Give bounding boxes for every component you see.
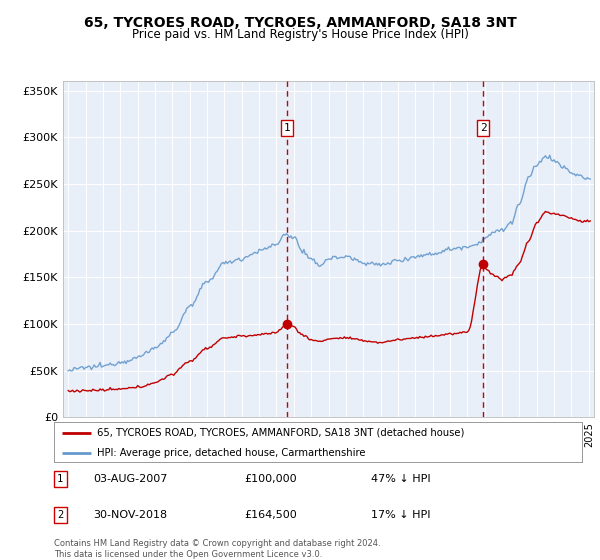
Text: 03-AUG-2007: 03-AUG-2007 (94, 474, 168, 484)
Text: Contains HM Land Registry data © Crown copyright and database right 2024.
This d: Contains HM Land Registry data © Crown c… (54, 539, 380, 559)
Text: 1: 1 (283, 123, 290, 133)
Text: HPI: Average price, detached house, Carmarthenshire: HPI: Average price, detached house, Carm… (97, 448, 366, 458)
Text: 30-NOV-2018: 30-NOV-2018 (94, 510, 168, 520)
Text: 17% ↓ HPI: 17% ↓ HPI (371, 510, 430, 520)
Text: 47% ↓ HPI: 47% ↓ HPI (371, 474, 430, 484)
Text: 2: 2 (57, 510, 64, 520)
Text: 65, TYCROES ROAD, TYCROES, AMMANFORD, SA18 3NT: 65, TYCROES ROAD, TYCROES, AMMANFORD, SA… (83, 16, 517, 30)
Text: 2: 2 (480, 123, 487, 133)
Text: 1: 1 (57, 474, 64, 484)
Text: £164,500: £164,500 (244, 510, 297, 520)
Text: 65, TYCROES ROAD, TYCROES, AMMANFORD, SA18 3NT (detached house): 65, TYCROES ROAD, TYCROES, AMMANFORD, SA… (97, 428, 464, 437)
Text: £100,000: £100,000 (244, 474, 297, 484)
Text: Price paid vs. HM Land Registry's House Price Index (HPI): Price paid vs. HM Land Registry's House … (131, 28, 469, 41)
